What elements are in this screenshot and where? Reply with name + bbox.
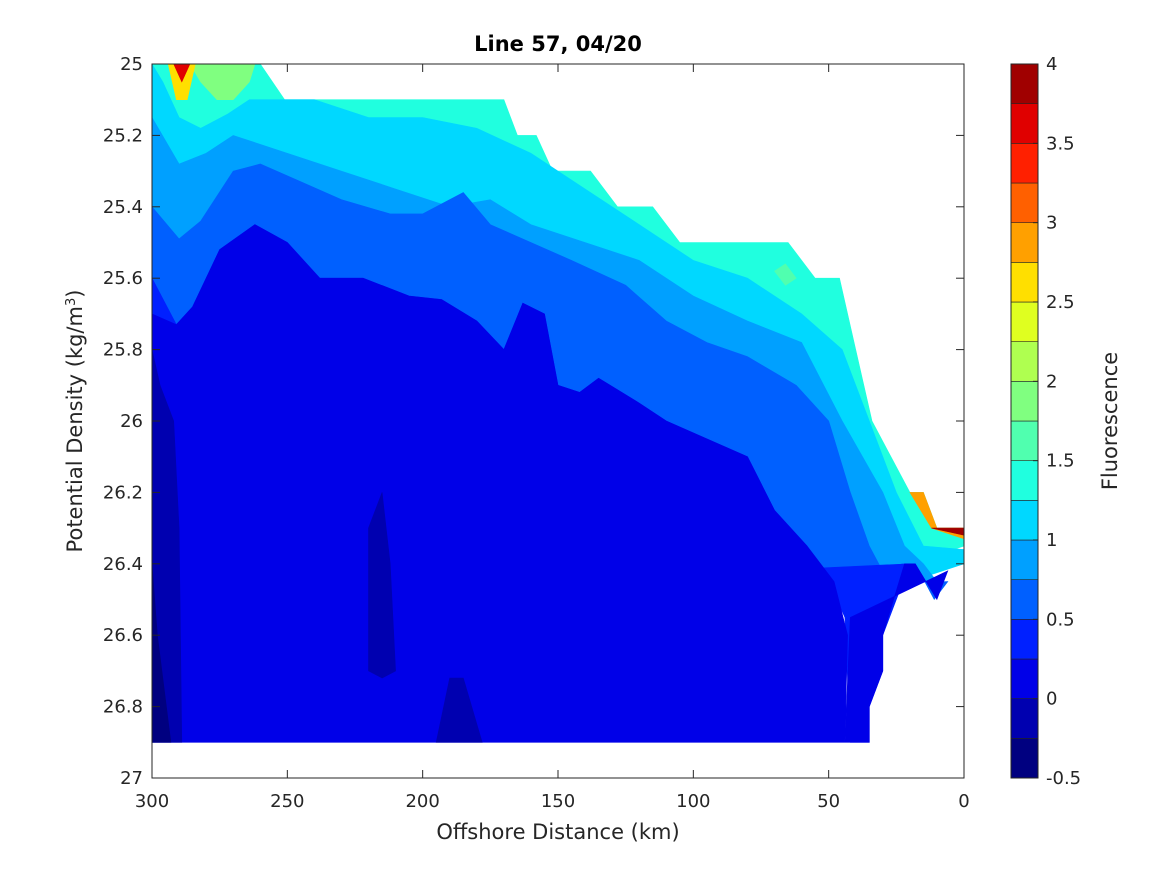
y-tick-label: 25.4 [103,197,143,218]
colorbar-frame [1010,63,1039,779]
y-axis-label-superscript: 3 [64,298,79,306]
contour-region-level-1 [368,492,396,679]
y-tick-label: 26 [120,411,143,432]
colorbar-level-swatch [1010,301,1039,342]
y-tick-label: 26.8 [103,697,143,718]
colorbar-ticks: -0.5 0 0.5 1 1.5 2 2.5 3 3.5 4 [1033,54,1081,789]
y-tick-label: 27 [120,768,143,789]
colorbar-level-swatch [1010,341,1039,382]
colorbar-level-swatch [1010,500,1039,541]
y-axis-ticks: 25 25.2 25.4 25.6 25.8 26 26.2 26.4 26.6 26.8 27 [103,54,964,789]
colorbar-tick-label: 0 [1046,689,1057,710]
colorbar-level-swatch [1010,619,1039,660]
colorbar-level-swatch [1010,460,1039,501]
colorbar-level-swatch [1010,103,1039,144]
colorbar-tick-label: 4 [1046,54,1057,75]
x-axis-ticks: 300 250 200 150 100 50 0 [135,64,970,812]
colorbar-level-swatch [1010,143,1039,184]
y-axis-label-close: ) [63,290,87,298]
colorbar-tick-label: 3.5 [1046,133,1075,154]
colorbar-tick-label: 2 [1046,371,1057,392]
colorbar-label: Fluorescence [1098,352,1122,490]
x-tick-label: 50 [817,791,840,812]
contour-region-level-1 [152,349,183,743]
contour-regions [152,64,964,743]
x-tick-label: 300 [135,791,169,812]
y-tick-label: 25 [120,54,143,75]
colorbar-tick-label: 3 [1046,213,1057,234]
colorbar-level-swatch [1010,698,1039,739]
colorbar-level-swatch [1010,381,1039,422]
x-tick-label: 150 [541,791,575,812]
x-tick-label: 200 [405,791,439,812]
colorbar-level-swatch [1010,262,1039,303]
x-axis-label: Offshore Distance (km) [436,820,679,844]
contour-region-level-8 [774,263,797,286]
chart-title: Line 57, 04/20 [474,32,642,56]
plot-area [152,64,964,743]
y-axis-label: Potential Density (kg/m3) [63,290,87,553]
colorbar-level-swatch [1010,420,1039,461]
colorbar-level-swatch [1010,222,1039,263]
colorbar-tick-label: 0.5 [1046,609,1075,630]
colorbar-tick-label: 1.5 [1046,451,1075,472]
colorbar-tick-label: 1 [1046,530,1057,551]
y-tick-label: 26.6 [103,625,143,646]
colorbar-level-swatch [1010,539,1039,580]
contour-region-level-1 [435,677,483,743]
x-tick-label: 0 [958,791,969,812]
contour-region-level-2 [152,224,949,743]
y-tick-label: 25.6 [103,268,143,289]
colorbar-tick-label: 2.5 [1046,292,1075,313]
y-tick-label: 25.2 [103,125,143,146]
contour-region-level-16 [173,64,191,83]
y-tick-label: 26.4 [103,554,143,575]
y-tick-label: 26.2 [103,482,143,503]
colorbar-tick-label: -0.5 [1046,768,1081,789]
x-tick-label: 100 [676,791,710,812]
colorbar [1010,63,1039,779]
colorbar-level-swatch [1010,579,1039,620]
colorbar-level-swatch [1010,658,1039,699]
colorbar-level-swatch [1010,63,1039,104]
colorbar-level-swatch [1010,738,1039,779]
colorbar-level-swatch [1010,182,1039,223]
y-axis-label-main: Potential Density (kg/m [63,306,87,552]
y-tick-label: 25.8 [103,340,143,361]
contour-region-level-17 [931,527,964,536]
contour-region-level-0 [152,563,172,743]
x-tick-label: 250 [270,791,304,812]
